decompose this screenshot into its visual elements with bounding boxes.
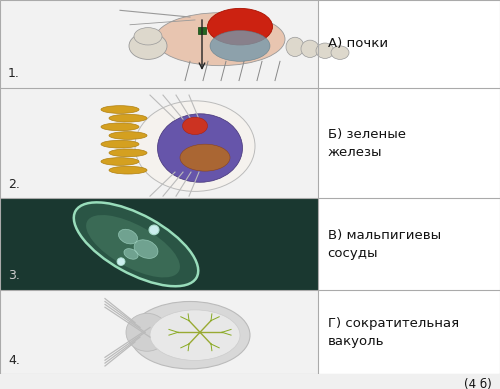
Ellipse shape — [158, 114, 242, 182]
Ellipse shape — [130, 301, 250, 369]
Ellipse shape — [135, 101, 255, 191]
Bar — [0, 88, 318, 198]
Bar — [0, 290, 318, 375]
Circle shape — [149, 225, 159, 235]
Ellipse shape — [210, 30, 270, 61]
Ellipse shape — [286, 37, 304, 56]
Text: 4.: 4. — [8, 354, 20, 367]
Ellipse shape — [180, 144, 230, 171]
Bar — [0, 198, 318, 290]
Text: А) почки: А) почки — [328, 37, 388, 51]
Ellipse shape — [101, 106, 139, 113]
Ellipse shape — [150, 310, 240, 361]
Bar — [318, 0, 500, 88]
Ellipse shape — [109, 149, 147, 157]
Circle shape — [117, 258, 125, 265]
Bar — [0, 375, 500, 389]
Ellipse shape — [331, 46, 349, 60]
Bar — [48, 204, 217, 285]
Ellipse shape — [124, 249, 138, 259]
Ellipse shape — [109, 166, 147, 174]
Ellipse shape — [155, 13, 285, 66]
Bar — [198, 27, 206, 34]
Bar — [318, 198, 500, 290]
Ellipse shape — [208, 9, 272, 45]
Ellipse shape — [74, 202, 198, 286]
Ellipse shape — [109, 114, 147, 122]
Ellipse shape — [301, 40, 319, 58]
Bar — [0, 0, 318, 88]
Ellipse shape — [118, 229, 138, 244]
Text: 1.: 1. — [8, 67, 20, 80]
Text: (4 б): (4 б) — [464, 378, 492, 389]
Ellipse shape — [129, 32, 167, 60]
Ellipse shape — [101, 123, 139, 131]
Ellipse shape — [101, 140, 139, 148]
Ellipse shape — [182, 117, 208, 135]
Bar — [318, 88, 500, 198]
Text: Б) зеленые
железы: Б) зеленые железы — [328, 128, 406, 159]
Ellipse shape — [101, 158, 139, 165]
Ellipse shape — [134, 28, 162, 45]
Text: В) мальпигиевы
сосуды: В) мальпигиевы сосуды — [328, 229, 440, 260]
Ellipse shape — [109, 131, 147, 139]
Ellipse shape — [126, 313, 168, 351]
Ellipse shape — [134, 240, 158, 258]
Ellipse shape — [316, 43, 334, 58]
Text: Г) сократительная
вакуоль: Г) сократительная вакуоль — [328, 317, 458, 348]
Ellipse shape — [86, 215, 180, 277]
Text: 3.: 3. — [8, 270, 20, 282]
Bar — [318, 290, 500, 375]
Text: 2.: 2. — [8, 178, 20, 191]
